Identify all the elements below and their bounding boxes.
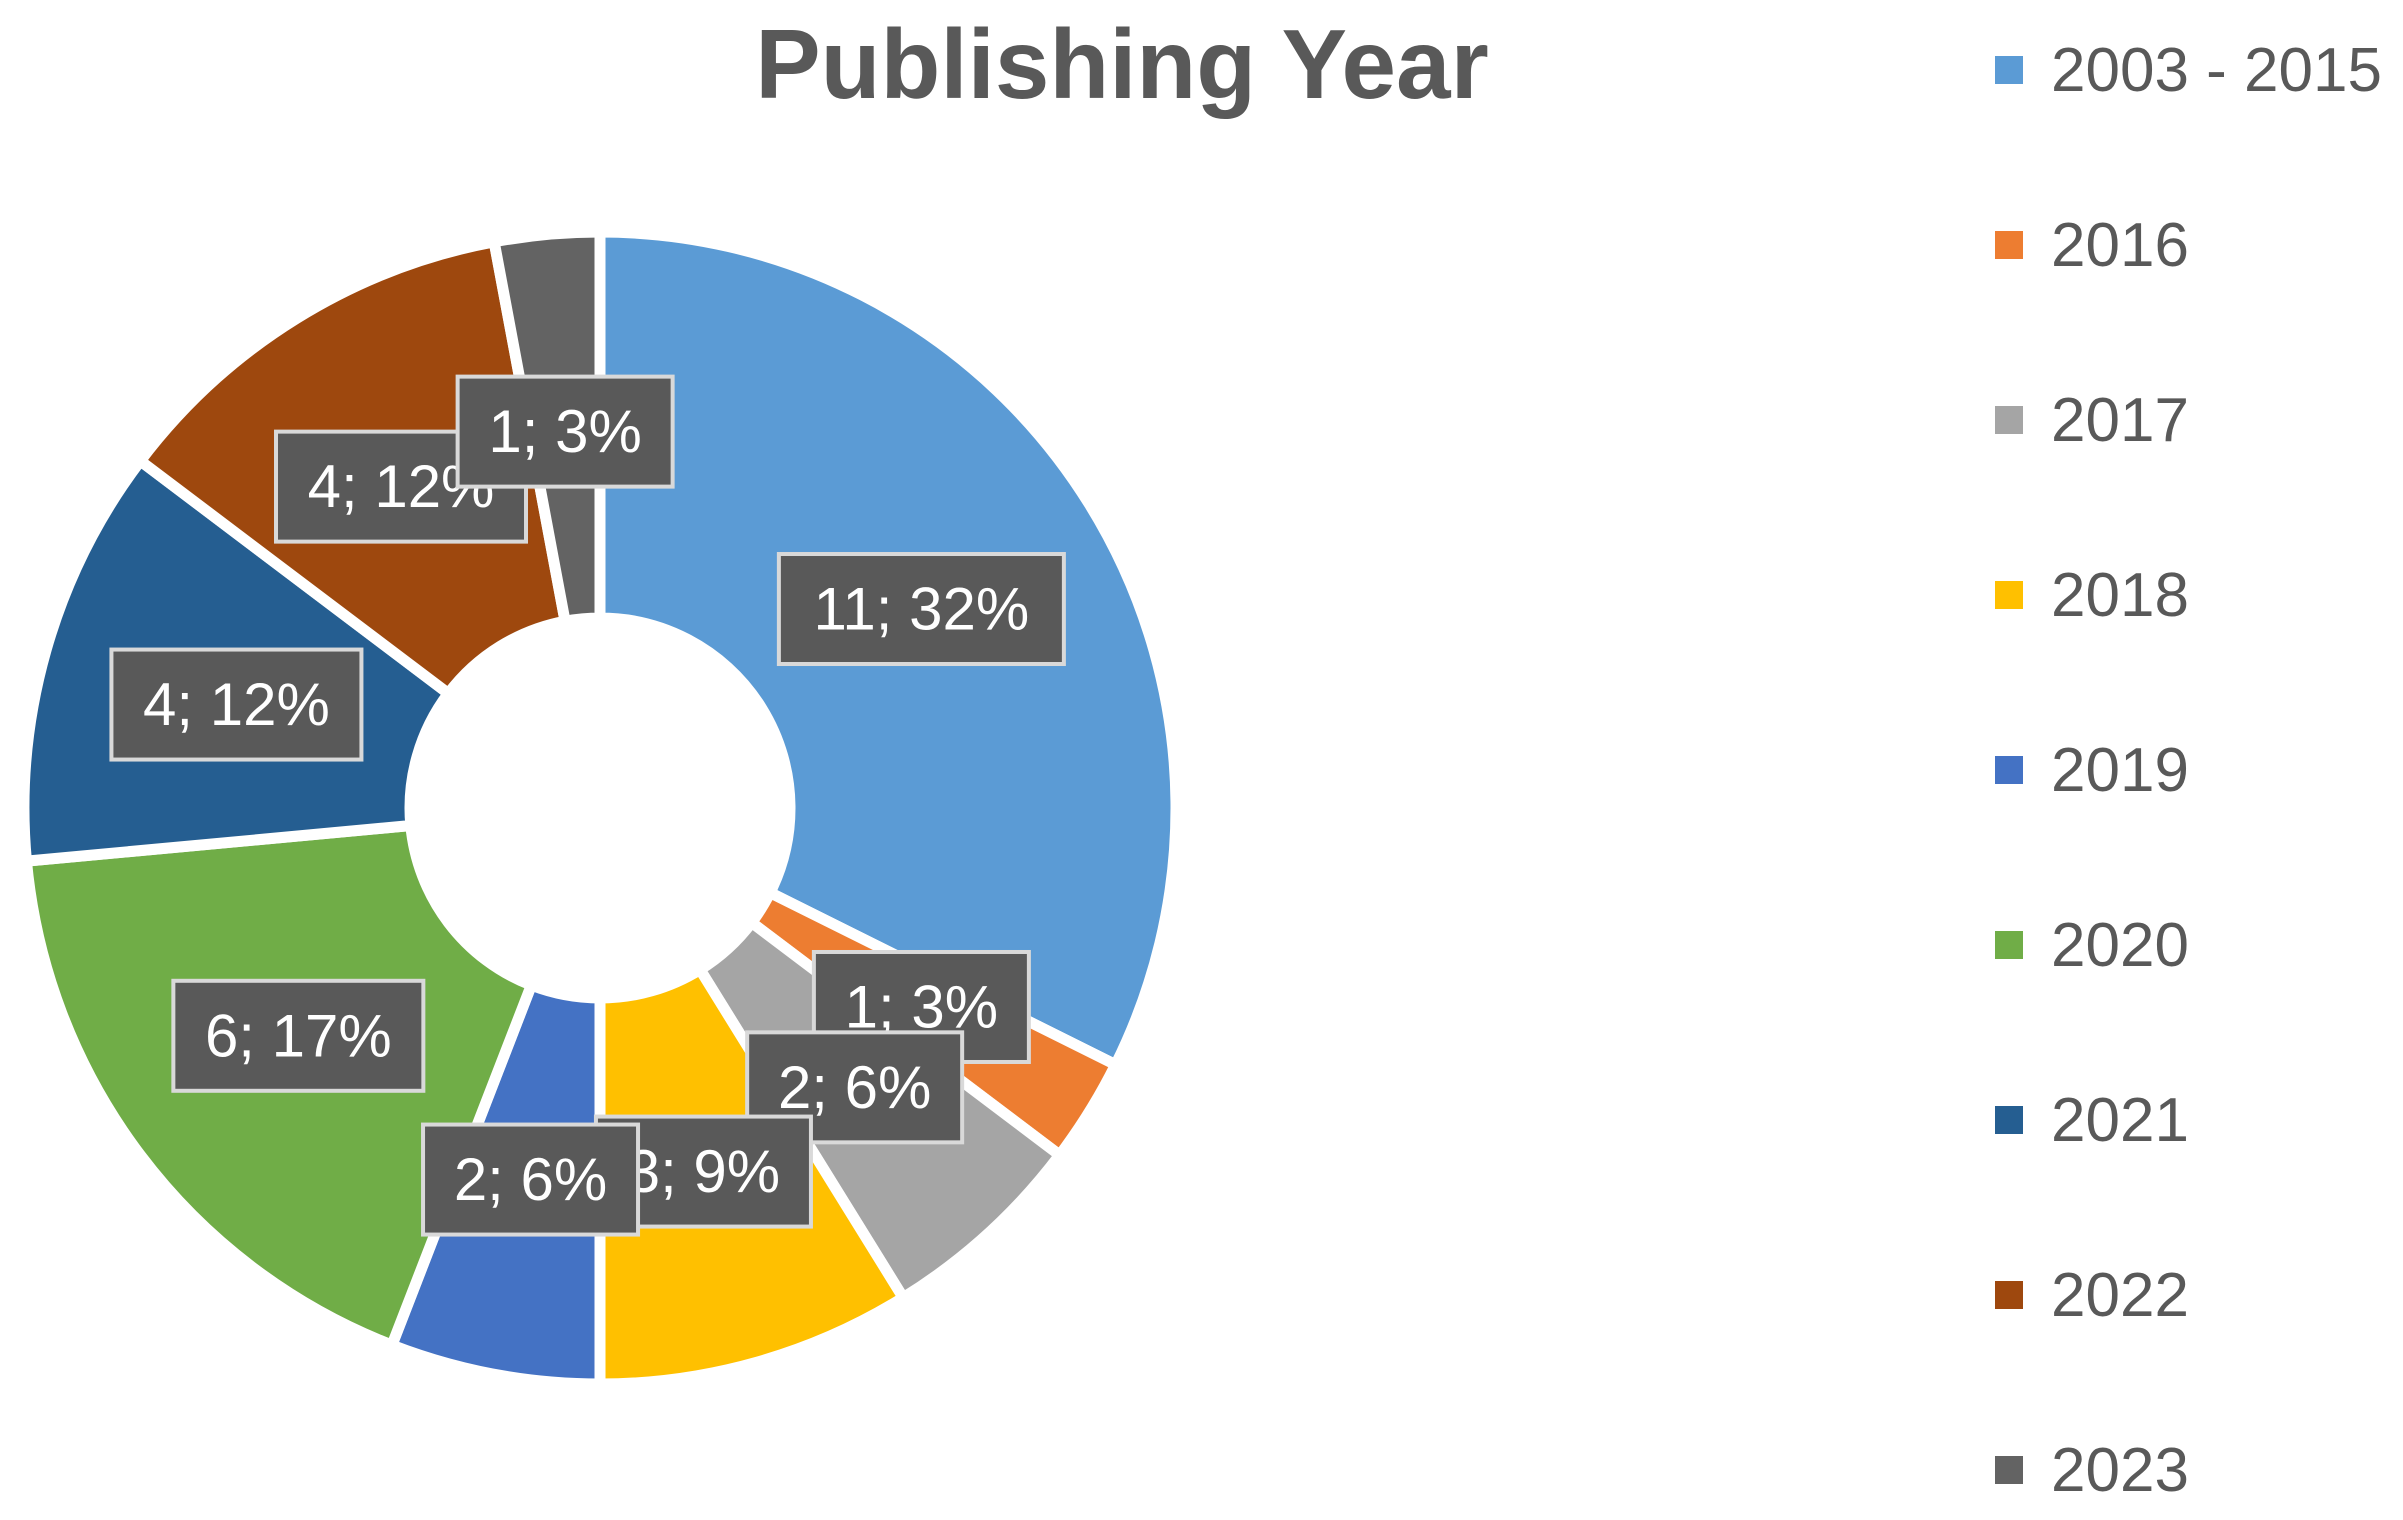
legend-label: 2016 bbox=[2051, 210, 2189, 280]
legend-item-2021: 2021 bbox=[1995, 1070, 2189, 1170]
legend-swatch bbox=[1995, 1281, 2023, 1309]
data-label-text: 3; 9% bbox=[627, 1138, 780, 1205]
legend-swatch bbox=[1995, 581, 2023, 609]
chart-title: Publishing Year bbox=[755, 9, 1489, 119]
legend-item-2020: 2020 bbox=[1995, 895, 2189, 995]
data-label-box bbox=[109, 647, 364, 762]
data-label-box bbox=[776, 552, 1066, 667]
data-label-text: 2; 6% bbox=[454, 1146, 607, 1213]
legend-label: 2018 bbox=[2051, 560, 2189, 630]
legend-swatch bbox=[1995, 406, 2023, 434]
legend-item-2016: 2016 bbox=[1995, 195, 2189, 295]
legend-swatch bbox=[1995, 56, 2023, 84]
data-label-box bbox=[421, 1122, 641, 1237]
data-label-2003-2015: 11; 32% bbox=[776, 552, 1066, 667]
data-label-2019: 2; 6% bbox=[421, 1122, 641, 1237]
data-label-2023: 1; 3% bbox=[455, 374, 675, 489]
legend-item-2022: 2022 bbox=[1995, 1245, 2189, 1345]
legend-label: 2023 bbox=[2051, 1435, 2189, 1505]
legend-label: 2021 bbox=[2051, 1085, 2189, 1155]
legend-item-2018: 2018 bbox=[1995, 545, 2189, 645]
legend-label: 2020 bbox=[2051, 910, 2189, 980]
data-label-2021: 4; 12% bbox=[109, 647, 364, 762]
data-label-text: 1; 3% bbox=[845, 973, 998, 1040]
legend-swatch bbox=[1995, 231, 2023, 259]
data-label-box bbox=[455, 374, 675, 489]
legend-label: 2019 bbox=[2051, 735, 2189, 805]
data-label-text: 1; 3% bbox=[488, 398, 641, 465]
data-label-text: 2; 6% bbox=[778, 1054, 931, 1121]
data-label-text: 6; 17% bbox=[205, 1002, 392, 1069]
legend-swatch bbox=[1995, 931, 2023, 959]
legend-label: 2017 bbox=[2051, 385, 2189, 455]
legend-swatch bbox=[1995, 756, 2023, 784]
data-label-text: 11; 32% bbox=[814, 576, 1030, 643]
legend-swatch bbox=[1995, 1456, 2023, 1484]
legend-label: 2003 - 2015 bbox=[2051, 35, 2382, 105]
legend-item-2003-2015: 2003 - 2015 bbox=[1995, 20, 2382, 120]
data-label-2020: 6; 17% bbox=[171, 978, 426, 1093]
legend-label: 2022 bbox=[2051, 1260, 2189, 1330]
data-label-text: 4; 12% bbox=[143, 671, 330, 738]
legend-item-2019: 2019 bbox=[1995, 720, 2189, 820]
legend-item-2023: 2023 bbox=[1995, 1420, 2189, 1520]
legend-swatch bbox=[1995, 1106, 2023, 1134]
legend-item-2017: 2017 bbox=[1995, 370, 2189, 470]
data-label-box bbox=[171, 978, 426, 1093]
data-labels: 11; 32%1; 3%2; 6%3; 9%2; 6%6; 17%4; 12%4… bbox=[109, 374, 1066, 1237]
